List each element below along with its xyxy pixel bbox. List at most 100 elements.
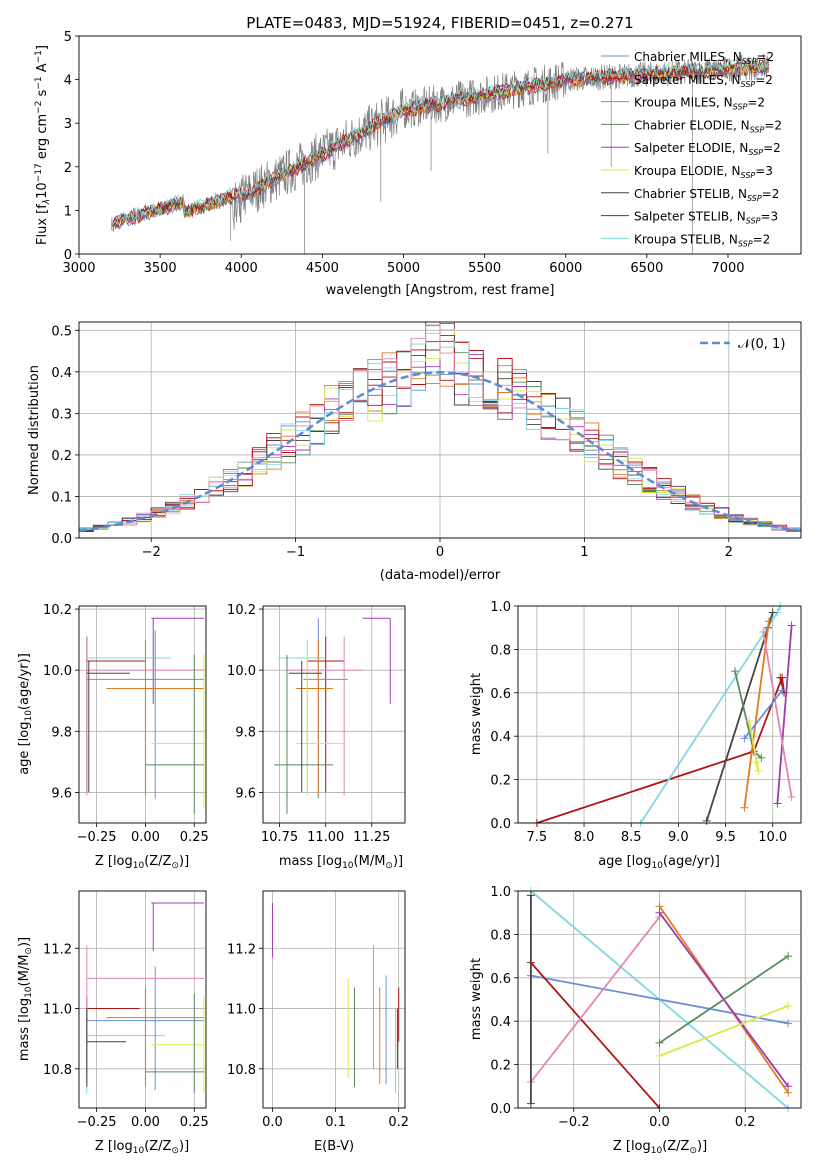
y-tick-label: 0.6 — [490, 972, 511, 987]
axes-frame — [78, 890, 207, 1109]
z-axis-label: Z [log10(Z/Z⊙)] — [95, 854, 189, 871]
weight-vs-z-plot: −0.2 0.0 0.2 0.0 0.2 0.4 0.6 0.8 1.0 — [490, 885, 802, 1130]
y-tick-label: 0.4 — [51, 366, 72, 381]
weight-marker — [759, 628, 768, 637]
axes-frame — [78, 321, 802, 539]
x-tick-label: 6500 — [630, 261, 663, 276]
residual-xlabel: (data-model)/error — [380, 568, 501, 583]
legend-label: Chabrier ELODIE, NSSP=2 — [634, 118, 782, 134]
x-tick-label: 4000 — [225, 261, 258, 276]
legend-label: Salpeter MILES, NSSP=2 — [634, 73, 773, 89]
y-tick-label: 4 — [64, 74, 72, 89]
y-tick-label: 9.6 — [235, 786, 256, 801]
weight-vs-age-plot: 7.5 8.0 8.5 9.0 9.5 10.0 0.0 0.2 0.4 0.6 0.8 1.0 — [490, 600, 802, 845]
y-tick-label: 0.3 — [51, 407, 72, 422]
axes-frame — [517, 890, 802, 1109]
y-tick-label: 0.5 — [51, 324, 72, 339]
x-tick-label: 0.1 — [325, 1115, 346, 1130]
axes-frame — [78, 35, 802, 255]
x-tick-label: 10.0 — [758, 830, 787, 845]
y-tick-label: 0.8 — [490, 928, 511, 943]
age-axis-label: age [log10(age/yr)] — [17, 653, 34, 775]
x-tick-label: 10.75 — [261, 830, 298, 845]
plot-area — [111, 53, 769, 254]
x-tick-label: 0.2 — [388, 1115, 409, 1130]
legend-label: 𝒩(0, 1) — [738, 337, 785, 352]
axes-frame — [78, 605, 207, 824]
weight-marker — [784, 1082, 793, 1091]
x-tick-label: 0.25 — [180, 830, 209, 845]
mass-axis-label: mass [log10(M/M⊙)] — [17, 937, 34, 1061]
y-tick-label: 10.8 — [43, 1063, 72, 1078]
x-tick-label: 6000 — [549, 261, 582, 276]
spectrum-ylabel: Flux [fλ10−17 erg cm−2 s−1 A−1] — [34, 45, 52, 245]
weight-line — [705, 612, 774, 822]
residual-ylabel: Normed distribution — [27, 365, 42, 495]
weight-marker — [655, 1051, 664, 1060]
weight-marker — [754, 766, 763, 775]
weight-marker — [526, 891, 535, 900]
mass-weight-label: mass weight — [469, 673, 484, 755]
weight-marker — [778, 686, 787, 695]
legend-label: Chabrier MILES, NSSP=2 — [634, 50, 774, 66]
y-tick-label: 3 — [64, 117, 72, 132]
y-tick-label: 11.2 — [227, 942, 256, 957]
y-tick-label: 5 — [64, 30, 72, 45]
mass-vs-z-plot: −0.25 0.00 0.25 10.8 11.0 11.2 — [43, 890, 209, 1130]
age-vs-mass-plot: 10.75 11.00 11.25 9.6 9.8 10.0 10.2 — [227, 603, 406, 845]
weight-marker — [784, 952, 793, 961]
age-axis-label: age [log10(age/yr)] — [598, 854, 720, 871]
y-tick-label: 0.0 — [51, 532, 72, 547]
y-tick-label: 10.2 — [227, 603, 256, 618]
weight-line — [776, 625, 793, 804]
weight-marker — [784, 1019, 793, 1028]
residual-histogram — [79, 324, 801, 534]
mass-axis-label: mass [log10(M/M⊙)] — [279, 854, 403, 871]
weight-marker — [787, 621, 796, 630]
x-tick-label: 0.0 — [649, 1115, 670, 1130]
axes-frame — [262, 890, 406, 1109]
y-tick-label: 1.0 — [490, 885, 511, 900]
age-vs-z-plot: −0.25 0.00 0.25 9.6 9.8 10.0 10.2 — [43, 603, 209, 845]
x-tick-label: 11.00 — [307, 830, 344, 845]
y-tick-label: 2 — [64, 161, 72, 176]
x-tick-label: 7000 — [711, 261, 744, 276]
x-tick-label: 0.00 — [131, 1115, 160, 1130]
x-tick-label: 4500 — [306, 261, 339, 276]
x-tick-label: 7.5 — [527, 830, 548, 845]
plot-area — [271, 903, 400, 1093]
weight-marker — [655, 908, 664, 917]
x-tick-label: −0.25 — [77, 830, 117, 845]
y-tick-label: 0.1 — [51, 490, 72, 505]
y-tick-label: 0.0 — [490, 817, 511, 832]
y-tick-label: 10.0 — [43, 664, 72, 679]
y-tick-label: 0.4 — [490, 1015, 511, 1030]
x-tick-label: 0.25 — [180, 1115, 209, 1130]
weight-marker — [745, 717, 754, 726]
weight-marker — [526, 1099, 535, 1108]
x-tick-label: 3500 — [144, 261, 177, 276]
legend-label: Kroupa STELIB, NSSP=2 — [634, 232, 770, 248]
weight-line — [530, 974, 789, 1025]
y-tick-label: 0.2 — [490, 774, 511, 789]
weight-marker — [784, 1002, 793, 1011]
spectrum-xlabel: wavelength [Angstrom, rest frame] — [326, 283, 555, 298]
legend-label: Chabrier STELIB, NSSP=2 — [634, 187, 779, 203]
plot-area — [274, 617, 391, 814]
x-tick-label: 5000 — [387, 261, 420, 276]
x-tick-label: 11.25 — [353, 830, 390, 845]
x-tick-label: −2 — [142, 545, 161, 560]
x-tick-label: 0 — [436, 545, 444, 560]
x-tick-label: −1 — [286, 545, 305, 560]
plot-area — [86, 617, 205, 814]
residual-plot: −2 −1 0 1 2 0.0 0.1 0.2 0.3 0.4 0.5 — [51, 321, 802, 560]
weight-marker — [702, 816, 711, 825]
weight-line — [659, 1005, 789, 1057]
y-tick-label: 0.2 — [490, 1059, 511, 1074]
axes-frame — [262, 605, 406, 824]
y-tick-label: 9.8 — [235, 725, 256, 740]
mass-vs-ebv-plot: 0.0 0.1 0.2 10.8 11.0 11.2 — [227, 890, 409, 1130]
spectrum-axes: PLATE=0483, MJD=51924, FIBERID=0451, z=0… — [34, 14, 634, 298]
weight-line — [658, 955, 789, 1044]
